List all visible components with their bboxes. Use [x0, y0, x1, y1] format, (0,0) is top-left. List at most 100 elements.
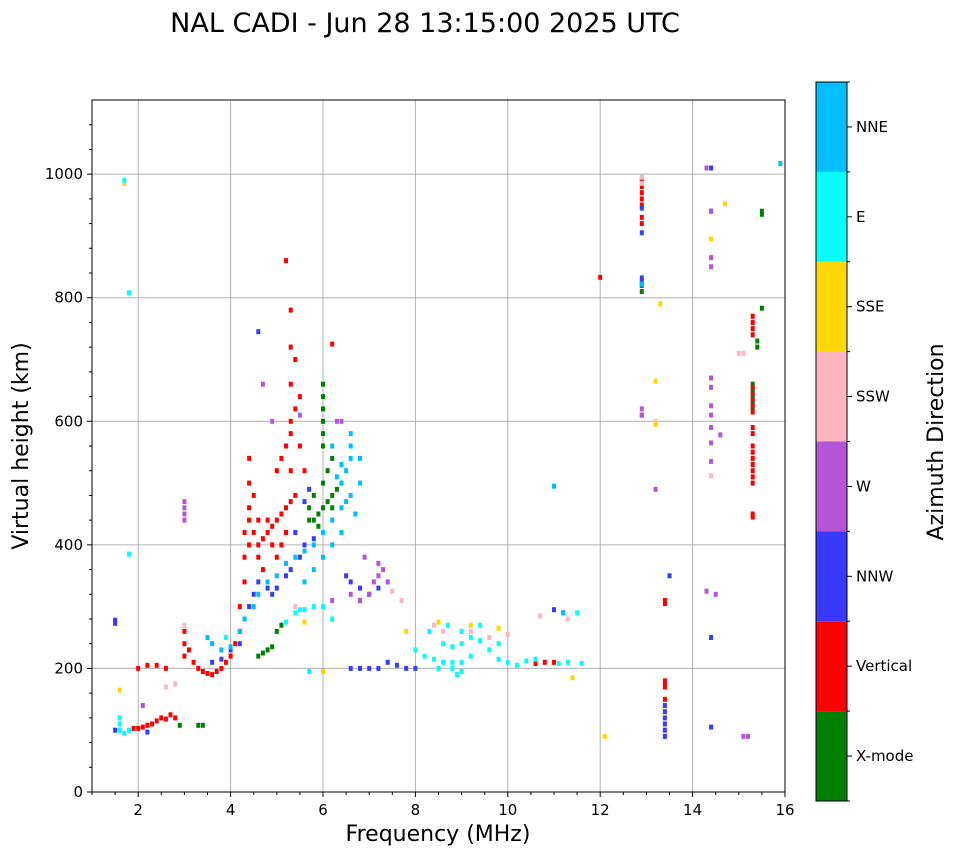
- point-e: [450, 665, 455, 671]
- point-vertical: [284, 530, 288, 535]
- point-w: [709, 375, 714, 381]
- point-vertical: [288, 468, 293, 474]
- point-nnw: [709, 165, 714, 171]
- point-vertical: [750, 455, 755, 461]
- point-nnw: [274, 585, 279, 591]
- point-nne: [334, 474, 339, 480]
- point-e: [302, 607, 307, 613]
- colorbar-tick-label: NNW: [856, 567, 893, 585]
- point-nnw: [265, 585, 270, 591]
- point-nnw: [358, 665, 362, 671]
- point-nnw: [348, 665, 353, 671]
- point-x-mode: [334, 486, 339, 492]
- point-vertical: [750, 514, 755, 520]
- point-nnw: [113, 620, 118, 626]
- point-vertical: [662, 681, 667, 687]
- point-vertical: [284, 443, 288, 449]
- colorbar-tick-label: Vertical: [856, 657, 912, 675]
- point-w: [297, 412, 302, 418]
- point-ssw: [441, 628, 446, 634]
- point-nnw: [145, 729, 150, 735]
- point-vertical: [163, 716, 168, 722]
- x-axis-label: Frequency (MHz): [346, 822, 531, 847]
- point-sse: [302, 619, 307, 625]
- x-tick-label: 10: [498, 801, 517, 819]
- point-vertical: [274, 468, 279, 474]
- point-vertical: [662, 684, 667, 690]
- point-e: [330, 616, 335, 622]
- point-ssw: [639, 174, 644, 180]
- point-sse: [602, 733, 607, 739]
- point-vertical: [750, 468, 755, 474]
- point-nne: [339, 505, 344, 511]
- point-vertical: [247, 542, 252, 548]
- point-ssw: [741, 350, 746, 356]
- point-x-mode: [279, 622, 284, 628]
- point-vertical: [182, 628, 187, 634]
- point-sse: [122, 180, 127, 186]
- point-x-mode: [311, 517, 316, 523]
- y-tick-label: 600: [54, 412, 83, 430]
- colorbar-segment: [816, 82, 847, 172]
- point-x-mode: [177, 722, 182, 728]
- point-nnw: [270, 591, 275, 597]
- point-sse: [468, 622, 473, 628]
- point-vertical: [274, 517, 279, 523]
- point-x-mode: [274, 628, 279, 634]
- point-vertical: [163, 665, 168, 671]
- point-e: [496, 641, 501, 647]
- point-x-mode: [311, 492, 316, 498]
- point-nne: [311, 542, 316, 548]
- y-tick-label: 800: [54, 289, 83, 307]
- point-vertical: [233, 641, 238, 647]
- point-e: [468, 653, 473, 659]
- point-x-mode: [307, 505, 312, 511]
- point-vertical: [265, 530, 270, 535]
- point-e: [505, 659, 510, 665]
- point-w: [709, 412, 714, 418]
- point-nnw: [662, 715, 667, 721]
- point-vertical: [750, 449, 755, 455]
- point-vertical: [242, 579, 247, 585]
- point-vertical: [302, 468, 307, 474]
- point-e: [297, 607, 302, 613]
- y-tick-label: 200: [54, 659, 83, 677]
- colorbar-segment: [816, 351, 847, 442]
- point-vertical: [210, 672, 215, 678]
- colorbar-segment: [816, 711, 847, 801]
- point-vertical: [159, 715, 164, 721]
- point-vertical: [297, 443, 302, 449]
- point-nne: [311, 567, 316, 573]
- point-vertical: [247, 480, 252, 486]
- point-ssw: [163, 684, 168, 690]
- point-nnw: [639, 230, 644, 236]
- point-x-mode: [265, 647, 270, 653]
- point-sse: [117, 687, 122, 693]
- point-x-mode: [330, 455, 335, 461]
- point-ssw: [468, 628, 473, 634]
- point-x-mode: [270, 644, 275, 650]
- point-vertical: [750, 319, 755, 325]
- point-e: [127, 727, 131, 733]
- point-nnw: [348, 579, 353, 585]
- point-x-mode: [759, 211, 764, 217]
- point-w: [182, 517, 187, 523]
- point-vertical: [639, 190, 644, 196]
- x-tick-label: 12: [591, 801, 610, 819]
- point-sse: [404, 628, 409, 634]
- point-ssw: [293, 604, 298, 610]
- point-nnw: [662, 703, 667, 708]
- point-w: [713, 591, 718, 597]
- point-w: [704, 588, 709, 594]
- point-vertical: [136, 665, 141, 671]
- point-vertical: [552, 659, 556, 665]
- point-ssw: [538, 613, 543, 619]
- point-x-mode: [750, 381, 755, 387]
- point-w: [709, 403, 714, 409]
- point-x-mode: [750, 406, 755, 412]
- point-e: [459, 669, 464, 674]
- point-nne: [358, 480, 362, 486]
- point-x-mode: [759, 305, 764, 311]
- point-nne: [348, 443, 353, 449]
